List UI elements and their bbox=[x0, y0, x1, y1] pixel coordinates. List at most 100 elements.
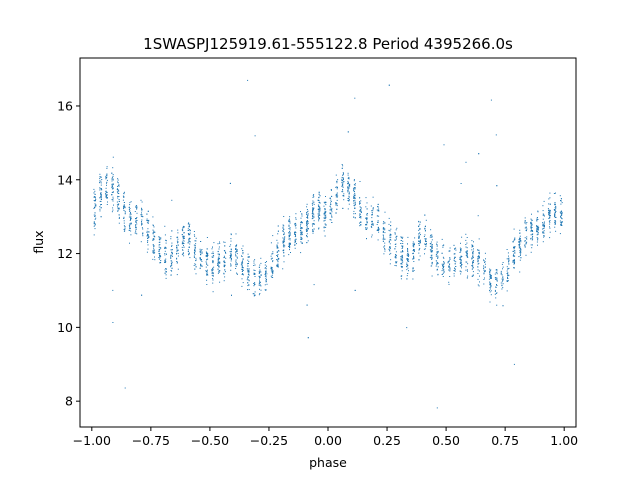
data-point bbox=[264, 267, 266, 269]
data-point bbox=[195, 257, 197, 259]
data-point bbox=[99, 173, 101, 175]
data-point bbox=[219, 270, 221, 272]
data-point bbox=[496, 269, 498, 271]
data-point bbox=[152, 216, 154, 218]
data-point bbox=[366, 208, 368, 210]
data-point bbox=[353, 196, 355, 198]
data-point bbox=[384, 250, 386, 252]
data-point bbox=[483, 283, 485, 285]
data-point bbox=[331, 214, 333, 216]
data-point bbox=[331, 216, 333, 218]
data-point bbox=[318, 206, 320, 208]
data-point bbox=[290, 252, 291, 253]
data-point bbox=[101, 179, 103, 180]
data-point bbox=[360, 212, 362, 213]
data-point bbox=[313, 207, 315, 209]
data-point bbox=[401, 255, 403, 257]
data-point bbox=[531, 247, 533, 249]
data-point bbox=[560, 200, 562, 202]
data-point bbox=[153, 252, 155, 254]
data-point bbox=[382, 240, 384, 242]
data-point bbox=[283, 240, 285, 241]
data-point bbox=[359, 202, 361, 204]
data-point bbox=[543, 224, 545, 226]
data-point bbox=[142, 216, 144, 218]
data-point bbox=[260, 257, 262, 259]
data-point bbox=[123, 206, 125, 208]
data-point bbox=[318, 211, 320, 213]
data-point bbox=[330, 202, 332, 204]
data-point bbox=[135, 206, 136, 208]
data-point bbox=[501, 278, 503, 280]
data-point bbox=[241, 261, 243, 263]
data-point bbox=[160, 261, 161, 263]
data-point bbox=[164, 261, 166, 263]
data-point bbox=[194, 252, 195, 254]
data-point bbox=[408, 255, 409, 257]
data-point bbox=[519, 248, 521, 250]
data-point bbox=[424, 253, 425, 255]
data-point bbox=[384, 238, 386, 240]
data-point bbox=[336, 186, 338, 188]
data-point bbox=[323, 226, 325, 228]
data-point bbox=[282, 245, 284, 247]
data-point bbox=[518, 239, 520, 240]
data-point bbox=[172, 249, 173, 251]
data-point bbox=[342, 178, 344, 180]
data-point bbox=[128, 229, 130, 231]
data-point bbox=[543, 236, 545, 238]
data-point bbox=[342, 189, 343, 191]
data-point bbox=[105, 192, 107, 194]
data-point bbox=[288, 225, 290, 227]
data-point bbox=[406, 254, 408, 256]
data-point bbox=[389, 243, 391, 245]
data-point bbox=[189, 257, 191, 259]
data-point bbox=[212, 273, 214, 275]
data-point bbox=[413, 258, 415, 260]
data-point bbox=[496, 285, 498, 286]
data-point bbox=[147, 237, 149, 239]
data-point bbox=[306, 226, 308, 228]
data-point bbox=[513, 239, 515, 241]
data-point bbox=[531, 244, 533, 246]
data-point bbox=[554, 216, 556, 218]
data-point bbox=[537, 239, 539, 241]
data-point bbox=[242, 269, 243, 270]
data-point bbox=[212, 269, 214, 271]
data-point bbox=[264, 262, 266, 263]
data-point bbox=[229, 257, 231, 259]
data-point bbox=[282, 224, 284, 226]
data-point bbox=[282, 230, 284, 232]
data-point bbox=[489, 273, 491, 275]
data-point bbox=[159, 253, 161, 254]
data-point bbox=[348, 193, 350, 195]
data-point bbox=[105, 174, 107, 176]
y-tick-label: 10 bbox=[57, 320, 73, 335]
data-point bbox=[130, 230, 132, 232]
data-point bbox=[217, 264, 219, 266]
data-point bbox=[230, 258, 232, 260]
data-point bbox=[141, 210, 143, 212]
data-point bbox=[112, 174, 114, 176]
data-point bbox=[400, 278, 402, 280]
data-point bbox=[105, 194, 107, 196]
data-point bbox=[306, 209, 308, 210]
data-point bbox=[306, 224, 308, 226]
data-point bbox=[395, 251, 397, 253]
data-point bbox=[390, 221, 392, 223]
data-point bbox=[347, 181, 349, 183]
data-point bbox=[419, 241, 421, 243]
data-point bbox=[242, 273, 244, 275]
data-point bbox=[353, 196, 355, 198]
data-point bbox=[543, 200, 545, 202]
data-point bbox=[147, 235, 149, 237]
data-point bbox=[542, 218, 544, 220]
data-point bbox=[313, 220, 315, 222]
data-point bbox=[372, 208, 374, 210]
data-point bbox=[478, 257, 480, 258]
data-point bbox=[301, 213, 303, 215]
data-point bbox=[288, 220, 290, 222]
data-point bbox=[494, 289, 496, 291]
data-point bbox=[147, 240, 149, 241]
data-point bbox=[277, 233, 279, 235]
